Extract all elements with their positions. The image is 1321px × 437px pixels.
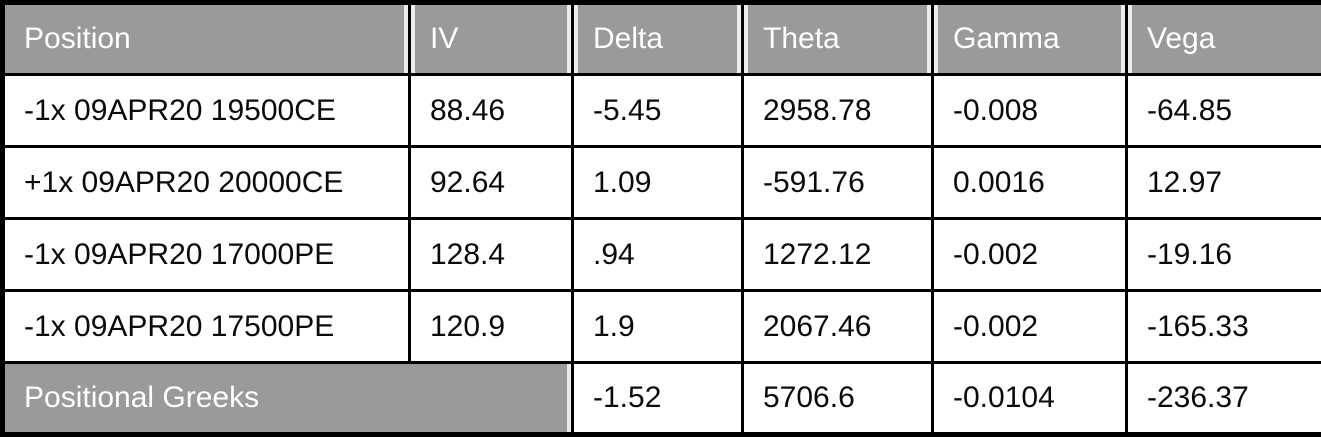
- cell-theta: -591.76: [743, 147, 933, 219]
- column-header-vega: Vega: [1127, 3, 1321, 75]
- cell-vega: -19.16: [1127, 219, 1321, 291]
- table-row: -1x 09APR20 17500PE 120.9 1.9 2067.46 -0…: [3, 291, 1321, 363]
- footer-cell-theta: 5706.6: [743, 363, 933, 435]
- cell-gamma: -0.002: [933, 219, 1127, 291]
- footer-cell-vega: -236.37: [1127, 363, 1321, 435]
- footer-cell-delta: -1.52: [573, 363, 743, 435]
- cell-theta: 2958.78: [743, 75, 933, 147]
- column-header-position: Position: [3, 3, 410, 75]
- cell-theta: 1272.12: [743, 219, 933, 291]
- cell-position: -1x 09APR20 17500PE: [3, 291, 410, 363]
- cell-position: +1x 09APR20 20000CE: [3, 147, 410, 219]
- cell-gamma: -0.008: [933, 75, 1127, 147]
- footer-row: Positional Greeks -1.52 5706.6 -0.0104 -…: [3, 363, 1321, 435]
- column-header-delta: Delta: [573, 3, 743, 75]
- table-row: +1x 09APR20 20000CE 92.64 1.09 -591.76 0…: [3, 147, 1321, 219]
- cell-vega: 12.97: [1127, 147, 1321, 219]
- cell-position: -1x 09APR20 19500CE: [3, 75, 410, 147]
- cell-gamma: 0.0016: [933, 147, 1127, 219]
- cell-iv: 120.9: [410, 291, 573, 363]
- column-header-iv: IV: [410, 3, 573, 75]
- column-header-gamma: Gamma: [933, 3, 1127, 75]
- footer-cell-gamma: -0.0104: [933, 363, 1127, 435]
- cell-vega: -165.33: [1127, 291, 1321, 363]
- cell-vega: -64.85: [1127, 75, 1321, 147]
- cell-iv: 92.64: [410, 147, 573, 219]
- cell-delta: 1.9: [573, 291, 743, 363]
- table-row: -1x 09APR20 19500CE 88.46 -5.45 2958.78 …: [3, 75, 1321, 147]
- cell-delta: .94: [573, 219, 743, 291]
- cell-iv: 88.46: [410, 75, 573, 147]
- cell-iv: 128.4: [410, 219, 573, 291]
- footer-label: Positional Greeks: [3, 363, 573, 435]
- cell-theta: 2067.46: [743, 291, 933, 363]
- cell-gamma: -0.002: [933, 291, 1127, 363]
- cell-delta: 1.09: [573, 147, 743, 219]
- table-row: -1x 09APR20 17000PE 128.4 .94 1272.12 -0…: [3, 219, 1321, 291]
- header-row: Position IV Delta Theta Gamma Vega: [3, 3, 1321, 75]
- cell-position: -1x 09APR20 17000PE: [3, 219, 410, 291]
- column-header-theta: Theta: [743, 3, 933, 75]
- cell-delta: -5.45: [573, 75, 743, 147]
